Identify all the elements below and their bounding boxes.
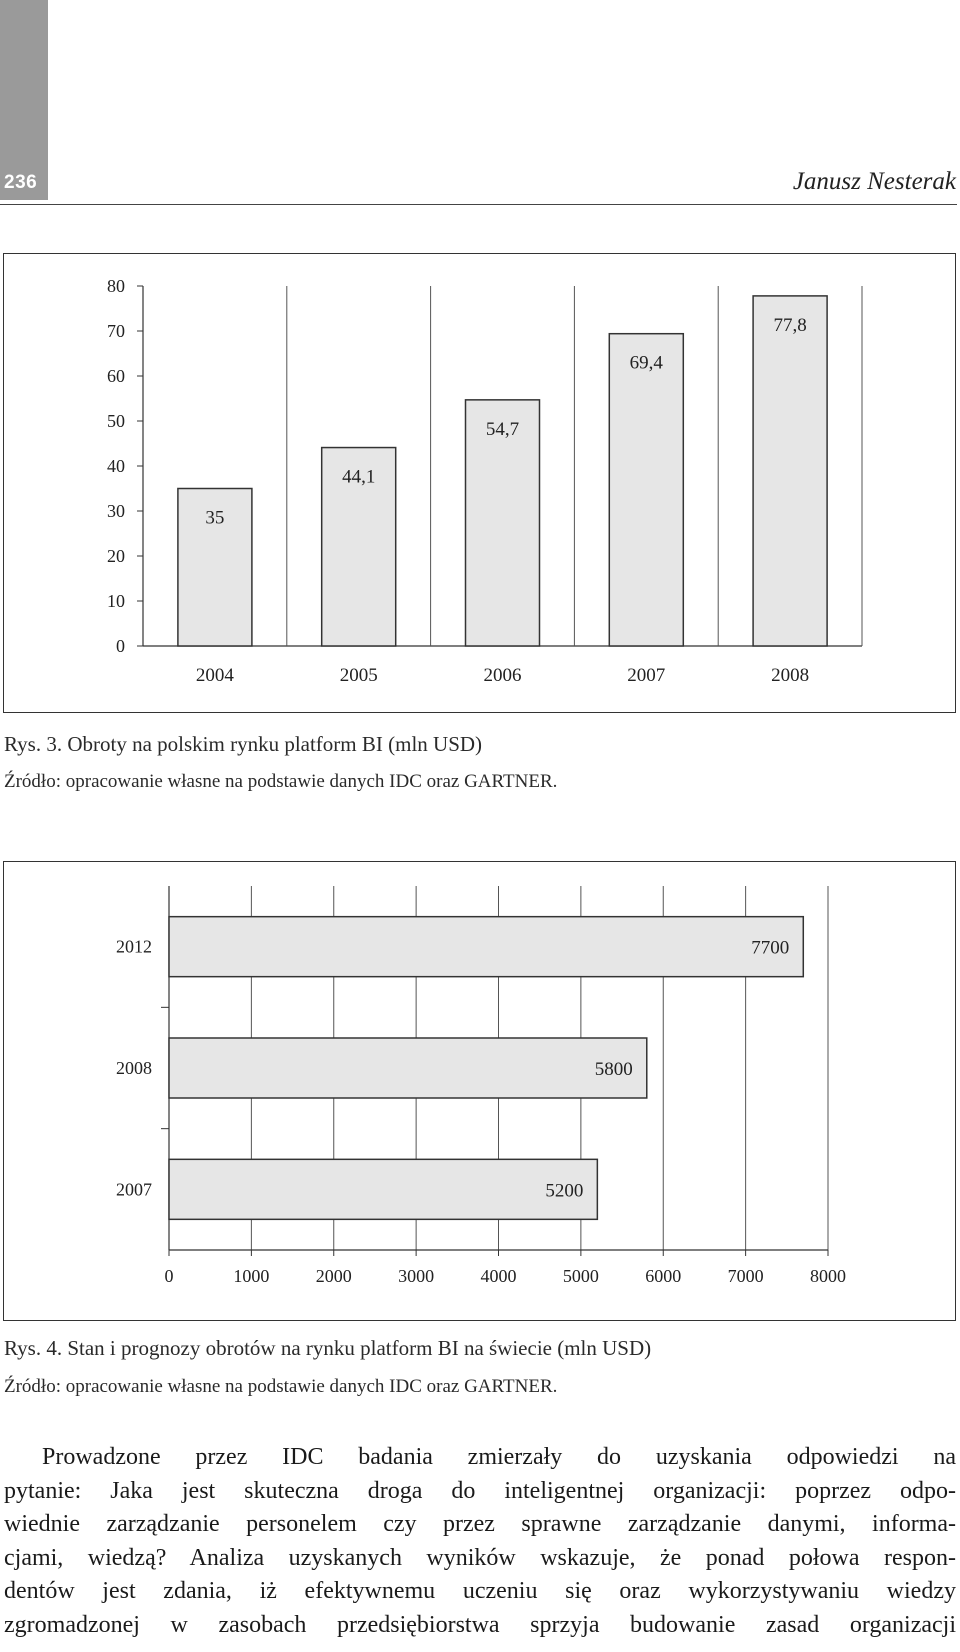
x-tick-label: 8000 <box>810 1266 846 1286</box>
x-tick-label: 6000 <box>645 1266 681 1286</box>
bar <box>168 1158 599 1221</box>
header-rule <box>0 204 957 205</box>
bar <box>168 915 805 978</box>
x-tick-label: 1000 <box>233 1266 269 1286</box>
bar-data-label: 44,1 <box>342 467 375 488</box>
figure-4-chart: 0 1000 2000 3000 4000 5000 6000 7000 8000 7700 201… <box>3 861 956 1321</box>
x-tick-label: 0 <box>165 1266 174 1286</box>
y-tick-label: 2007 <box>116 1179 152 1199</box>
x-tick-label: 4000 <box>481 1266 517 1286</box>
y-tick-label: 70 <box>107 321 125 341</box>
page-number-tab: 236 <box>0 0 48 200</box>
page-number: 236 <box>4 172 38 193</box>
x-tick-label: 2006 <box>484 665 522 686</box>
y-tick-label: 60 <box>107 366 125 386</box>
x-tick-label: 2005 <box>340 665 378 686</box>
bar-data-label: 77,8 <box>773 315 806 336</box>
figure-3-chart: 0 10 20 30 40 50 60 70 80 35 2004 44,1 2005 54,7 2006 6… <box>3 253 956 713</box>
bar <box>464 399 541 647</box>
x-tick-label: 2004 <box>196 665 235 686</box>
running-header-author: Janusz Nesterak <box>792 168 956 195</box>
y-tick-label: 2012 <box>116 937 152 957</box>
x-tick-label: 2008 <box>771 665 809 686</box>
figure-4-bar-chart: 0 1000 2000 3000 4000 5000 6000 7000 8000 7700 201… <box>116 886 846 1286</box>
body-line: pytanie: Jaka jest skuteczna droga do in… <box>4 1477 956 1504</box>
x-tick-label: 5000 <box>563 1266 599 1286</box>
bar-data-label: 5200 <box>545 1180 583 1201</box>
y-tick-label: 10 <box>107 591 125 611</box>
figure-4-caption: Rys. 4. Stan i prognozy obrotów na rynku… <box>4 1336 652 1360</box>
bar <box>608 332 685 647</box>
y-tick-label: 40 <box>107 456 125 476</box>
y-tick-label: 50 <box>107 411 125 431</box>
figure-3-bar-chart: 0 10 20 30 40 50 60 70 80 35 2004 44,1 2005 54,7 2006 6… <box>107 276 863 686</box>
body-line: dentów jest zdania, iż efektywnemu uczen… <box>4 1578 956 1604</box>
bar <box>168 1037 648 1099</box>
bar <box>320 446 397 647</box>
figure-3-source: Źródło: opracowanie własne na podstawie … <box>4 771 558 792</box>
body-line: Prowadzone przez IDC badania zmierzały d… <box>42 1444 956 1470</box>
body-paragraph: Prowadzone przez IDC badania zmierzały d… <box>4 1441 956 1642</box>
x-tick-label: 2007 <box>627 665 665 686</box>
body-line: wiednie zarządzanie personelem czy przez… <box>4 1511 956 1537</box>
bar-data-label: 69,4 <box>630 353 664 374</box>
figure-3-caption: Rys. 3. Obroty na polskim rynku platform… <box>4 732 483 756</box>
y-tick-label: 0 <box>116 636 125 656</box>
y-tick-label: 2008 <box>116 1058 152 1078</box>
body-line: zgromadzonej w zasobach przedsiębiorstwa… <box>4 1611 956 1638</box>
bar-data-label: 35 <box>205 508 224 529</box>
bar-data-label: 5800 <box>595 1059 633 1080</box>
bar <box>177 487 253 647</box>
bar <box>752 295 828 647</box>
x-tick-label: 3000 <box>398 1266 434 1286</box>
bar-data-label: 7700 <box>751 938 789 959</box>
x-tick-label: 2000 <box>316 1266 352 1286</box>
bar-data-label: 54,7 <box>486 419 519 440</box>
y-tick-label: 30 <box>107 501 125 521</box>
x-tick-label: 7000 <box>728 1266 764 1286</box>
figure-4-source: Źródło: opracowanie własne na podstawie … <box>4 1376 558 1397</box>
body-line: cjami, wiedzą? Analiza uzyskanych wynikó… <box>4 1544 956 1571</box>
y-tick-label: 80 <box>107 276 125 296</box>
y-tick-label: 20 <box>107 546 125 566</box>
